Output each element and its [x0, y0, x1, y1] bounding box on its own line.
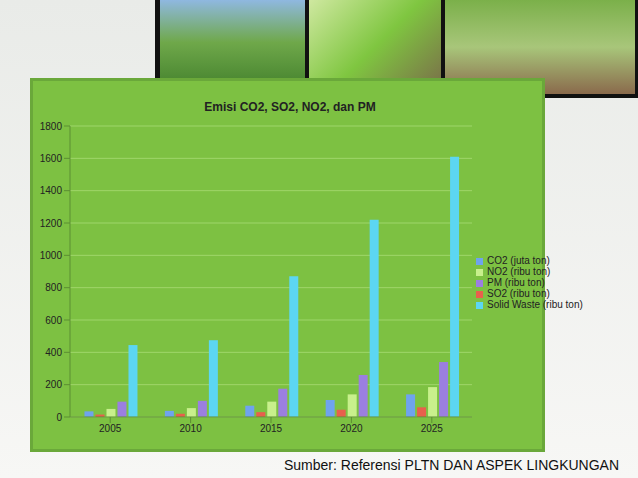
svg-text:2010: 2010: [179, 423, 202, 434]
html-text:Solid Waste (ribu ton): Solid Waste (ribu ton): [487, 299, 583, 310]
svg-text:200: 200: [45, 379, 62, 390]
svg-text:600: 600: [45, 315, 62, 326]
html-text:SO2 (ribu ton): SO2 (ribu ton): [487, 288, 550, 299]
svg-text:1000: 1000: [40, 250, 63, 261]
svg-text:1600: 1600: [40, 153, 63, 164]
svg-text:0: 0: [56, 412, 62, 423]
html-text:Sumber: Referensi PLTN DAN ASP: Sumber: Referensi PLTN DAN ASPEK LINGKUN…: [284, 457, 620, 473]
svg-text:800: 800: [45, 282, 62, 293]
svg-text:2015: 2015: [260, 423, 283, 434]
svg-text:1200: 1200: [40, 218, 63, 229]
html-text:PM (ribu ton): PM (ribu ton): [487, 277, 545, 288]
svg-text:400: 400: [45, 347, 62, 358]
html-text:Emisi CO2, SO2, NO2, dan PM: Emisi CO2, SO2, NO2, dan PM: [204, 100, 376, 114]
svg-text:1800: 1800: [40, 121, 63, 132]
svg-text:1400: 1400: [40, 185, 63, 196]
svg-text:2020: 2020: [340, 423, 363, 434]
html-text:NO2 (ribu ton): NO2 (ribu ton): [487, 266, 551, 277]
svg-text:2025: 2025: [421, 423, 444, 434]
svg-text:2005: 2005: [99, 423, 122, 434]
html-text:CO2 (juta ton): CO2 (juta ton): [487, 255, 550, 266]
